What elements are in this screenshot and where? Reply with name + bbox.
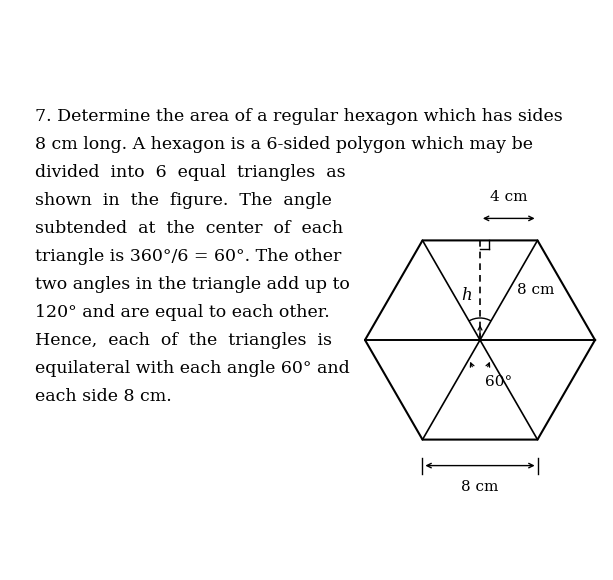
Text: two angles in the triangle add up to: two angles in the triangle add up to xyxy=(35,276,350,293)
Text: 60°: 60° xyxy=(485,375,512,389)
Text: subtended  at  the  center  of  each: subtended at the center of each xyxy=(35,220,343,237)
Text: 7. Determine the area of a regular hexagon which has sides: 7. Determine the area of a regular hexag… xyxy=(35,108,563,125)
Text: divided  into  6  equal  triangles  as: divided into 6 equal triangles as xyxy=(35,164,346,181)
Text: 120° and are equal to each other.: 120° and are equal to each other. xyxy=(35,304,330,321)
Text: each side 8 cm.: each side 8 cm. xyxy=(35,388,172,405)
Text: equilateral with each angle 60° and: equilateral with each angle 60° and xyxy=(35,360,350,377)
Text: shown  in  the  figure.  The  angle: shown in the figure. The angle xyxy=(35,192,332,209)
Text: triangle is 360°/6 = 60°. The other: triangle is 360°/6 = 60°. The other xyxy=(35,248,341,265)
Text: h: h xyxy=(461,287,472,304)
Text: Hence,  each  of  the  triangles  is: Hence, each of the triangles is xyxy=(35,332,332,349)
Text: 8 cm: 8 cm xyxy=(462,480,499,494)
Text: 8 cm long. A hexagon is a 6-sided polygon which may be: 8 cm long. A hexagon is a 6-sided polygo… xyxy=(35,136,533,153)
Text: 8 cm: 8 cm xyxy=(517,283,554,297)
Text: 4 cm: 4 cm xyxy=(490,190,528,204)
